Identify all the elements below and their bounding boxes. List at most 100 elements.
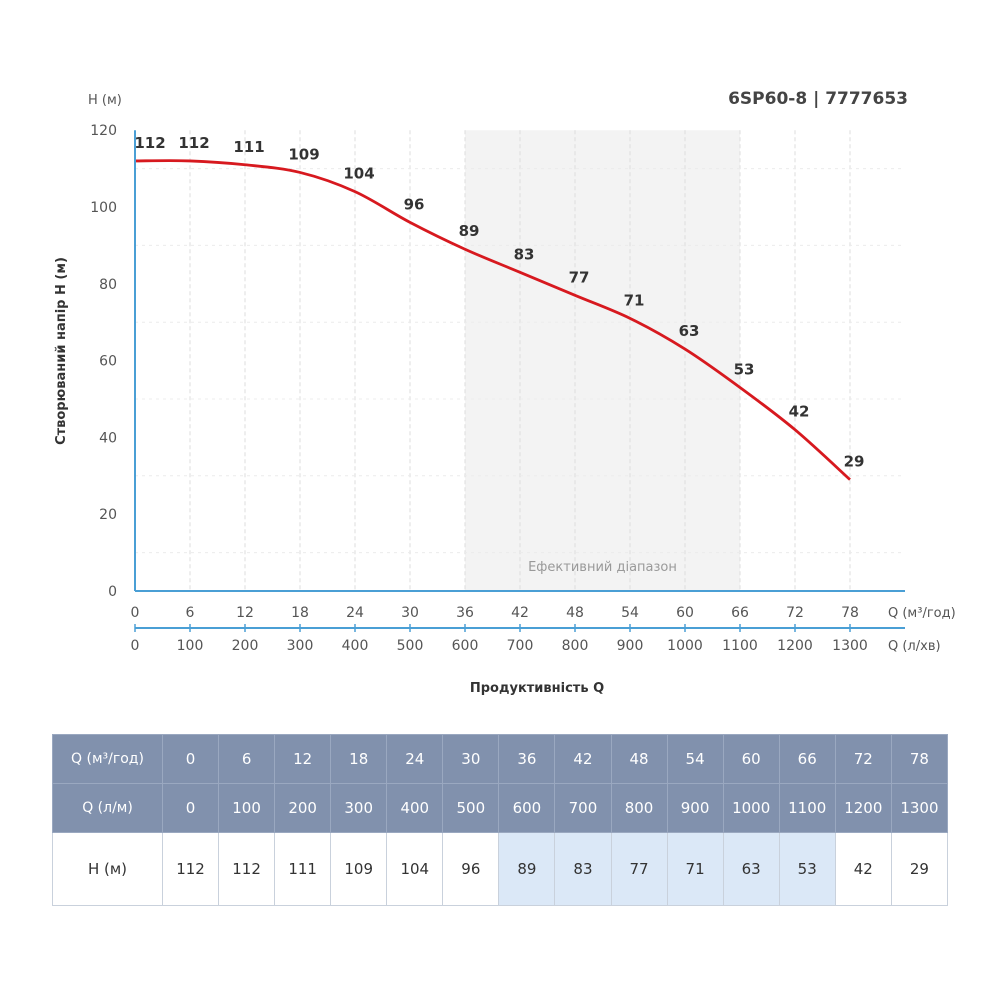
- y-tick-label: 20: [99, 507, 117, 523]
- x-secondary-tick-label: 400: [342, 638, 369, 654]
- x-tick-label: 72: [786, 605, 804, 621]
- table-cell: 800: [610, 783, 668, 833]
- table-cell: 18: [330, 734, 388, 784]
- data-label: 109: [288, 145, 319, 163]
- data-label: 112: [134, 134, 165, 152]
- table-cell: 53: [778, 832, 836, 906]
- table-cell: 1200: [834, 783, 892, 833]
- table-row-h: H (м) 112 112 111 109 104 96 89 83 77 71 63 53 42 29: [52, 832, 949, 906]
- table-cell: 78: [890, 734, 949, 784]
- y-axis-label: Створюваний напір H (м): [54, 257, 69, 445]
- data-label: 89: [459, 222, 480, 240]
- x-tick-label: 60: [676, 605, 694, 621]
- table-cell: 112: [218, 832, 276, 906]
- table-cell: 1300: [890, 783, 949, 833]
- data-label: 63: [679, 322, 700, 340]
- table-cell: 54: [666, 734, 724, 784]
- data-labels: 112 112 111 109 104 96 89 83 77 71 63 53 42 29: [134, 134, 864, 471]
- x-tick-label: 12: [236, 605, 254, 621]
- x-tick-label: 24: [346, 605, 364, 621]
- tick-labels: 0204060801001200061001220018300244003050…: [90, 123, 868, 654]
- table-cell: 24: [386, 734, 444, 784]
- table-cell: 60: [722, 734, 780, 784]
- data-label: 29: [844, 453, 865, 471]
- table-cell: 0: [161, 734, 220, 784]
- x-axis-unit-primary: Q (м³/год): [888, 606, 956, 621]
- data-label: 104: [343, 165, 374, 183]
- table-cell: 12: [274, 734, 332, 784]
- table-cell: 42: [554, 734, 612, 784]
- table-cell: 700: [554, 783, 612, 833]
- table-cell: 1000: [722, 783, 780, 833]
- table-cell: 96: [442, 832, 500, 906]
- table-row-q-m3h: Q (м³/год) 0 6 12 18 24 30 36 42 48 54 60 66 72 78: [52, 734, 949, 784]
- x-secondary-tick-label: 0: [131, 638, 140, 654]
- table-cell: 104: [386, 832, 444, 906]
- x-secondary-tick-label: 200: [232, 638, 259, 654]
- x-tick-label: 36: [456, 605, 474, 621]
- table-cell: 63: [722, 832, 780, 906]
- grid-lines: [135, 130, 905, 591]
- table-cell: 77: [610, 832, 668, 906]
- x-secondary-tick-label: 1000: [667, 638, 703, 654]
- table-cell: 29: [890, 832, 949, 906]
- table-cell: 6: [218, 734, 276, 784]
- x-axis-label: Продуктивність Q: [470, 681, 604, 696]
- table-cell: 71: [666, 832, 724, 906]
- axes: [134, 130, 905, 632]
- data-label: 71: [624, 291, 645, 309]
- efficient-range-band: [465, 130, 740, 591]
- x-tick-label: 6: [186, 605, 195, 621]
- data-label: 77: [569, 268, 590, 286]
- x-secondary-tick-label: 1300: [832, 638, 868, 654]
- row-label-q-lm: Q (л/м): [52, 783, 163, 833]
- data-label: 42: [789, 403, 810, 421]
- x-tick-label: 66: [731, 605, 749, 621]
- y-tick-label: 60: [99, 354, 117, 370]
- x-tick-label: 78: [841, 605, 859, 621]
- data-label: 111: [233, 138, 264, 156]
- x-secondary-tick-label: 1200: [777, 638, 813, 654]
- x-tick-label: 54: [621, 605, 639, 621]
- table-cell: 900: [666, 783, 724, 833]
- table-cell: 83: [554, 832, 612, 906]
- chart-title: 6SP60-8 | 7777653: [728, 89, 908, 109]
- table-cell: 109: [330, 832, 388, 906]
- x-secondary-tick-label: 900: [617, 638, 644, 654]
- x-tick-label: 48: [566, 605, 584, 621]
- table-cell: 300: [330, 783, 388, 833]
- x-secondary-tick-label: 500: [397, 638, 424, 654]
- table-cell: 112: [161, 832, 220, 906]
- table-cell: 36: [498, 734, 556, 784]
- y-tick-label: 80: [99, 277, 117, 293]
- x-tick-label: 18: [291, 605, 309, 621]
- data-label: 96: [404, 195, 425, 213]
- pump-curve-chart: 0204060801001200061001220018300244003050…: [54, 89, 956, 696]
- x-tick-label: 30: [401, 605, 419, 621]
- efficient-range-label: Ефективний діапазон: [528, 560, 677, 575]
- x-secondary-tick-label: 300: [287, 638, 314, 654]
- data-label: 53: [734, 360, 755, 378]
- table-cell: 89: [498, 832, 556, 906]
- data-label: 112: [178, 134, 209, 152]
- table-cell: 42: [834, 832, 892, 906]
- table-cell: 100: [218, 783, 276, 833]
- x-secondary-tick-label: 1100: [722, 638, 758, 654]
- table-cell: 30: [442, 734, 500, 784]
- table-cell: 0: [161, 783, 220, 833]
- y-tick-label: 40: [99, 430, 117, 446]
- x-secondary-tick-label: 100: [177, 638, 204, 654]
- x-tick-label: 42: [511, 605, 529, 621]
- row-label-q-m3h: Q (м³/год): [52, 734, 163, 784]
- table-cell: 600: [498, 783, 556, 833]
- x-axis-unit-secondary: Q (л/хв): [888, 639, 941, 654]
- y-tick-label: 0: [108, 584, 117, 600]
- x-secondary-tick-label: 700: [507, 638, 534, 654]
- x-tick-label: 0: [131, 605, 140, 621]
- table-cell: 500: [442, 783, 500, 833]
- table-cell: 111: [274, 832, 332, 906]
- head-curve: [134, 159, 851, 481]
- x-secondary-tick-label: 800: [562, 638, 589, 654]
- table-cell: 66: [778, 734, 836, 784]
- table-row-q-lm: Q (л/м) 0 100 200 300 400 500 600 700 800 900 1000…: [52, 783, 949, 833]
